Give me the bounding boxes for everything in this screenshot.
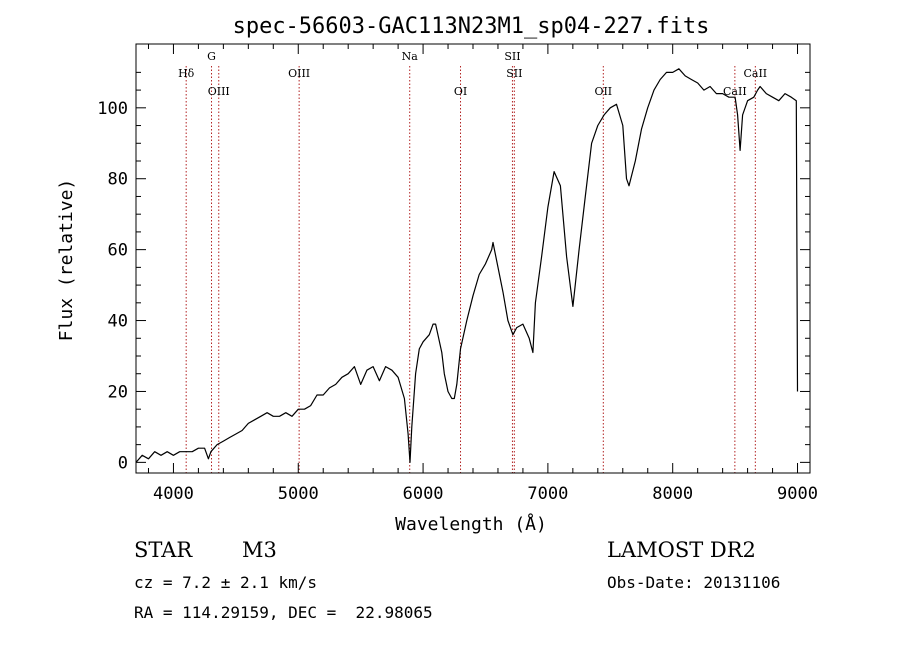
y-tick-label-100: 100 — [97, 99, 128, 119]
coordinates-readout: RA = 114.29159, DEC = 22.98065 — [134, 603, 433, 622]
x-tick-label-9000: 9000 — [777, 484, 818, 504]
x-axis-label: Wavelength (Å) — [395, 513, 547, 535]
plot-area: Hδ G OIII OIII Na OI SII SII OII CaII CaII 4000 5000… — [97, 43, 818, 504]
line-marker-label-2: OIII — [208, 85, 230, 98]
x-tick-label-7000: 7000 — [527, 484, 568, 504]
y-tick-label-60: 60 — [108, 241, 128, 261]
line-marker-label-7: SII — [506, 67, 522, 80]
x-tick-label-4000: 4000 — [153, 484, 194, 504]
line-marker-label-1: G — [207, 50, 216, 63]
object-class: STAR — [134, 538, 193, 562]
chart-title: spec-56603-GAC113N23M1_sp04-227.fits — [233, 14, 710, 39]
obs-date: Obs-Date: 20131106 — [607, 573, 781, 592]
line-marker-label-3: OIII — [288, 67, 310, 80]
y-axis-label: Flux (relative) — [56, 179, 77, 342]
plot-frame — [135, 43, 811, 474]
x-tick-label-5000: 5000 — [278, 484, 319, 504]
x-tick-label-6000: 6000 — [403, 484, 444, 504]
line-marker-label-8: OII — [594, 85, 612, 98]
line-marker-label-9: CaII — [723, 85, 747, 98]
y-tick-label-20: 20 — [108, 382, 128, 402]
x-tick-label-8000: 8000 — [652, 484, 693, 504]
object-subclass: M3 — [242, 538, 277, 562]
line-marker-label-4: Na — [402, 50, 419, 63]
redshift-readout: cz = 7.2 ± 2.1 km/s — [134, 573, 318, 592]
y-tick-label-40: 40 — [108, 312, 128, 332]
spectrum-series-0 — [136, 68, 799, 463]
y-tick-label-0: 0 — [118, 453, 128, 473]
y-tick-label-80: 80 — [108, 170, 128, 190]
line-marker-label-0: Hδ — [178, 67, 195, 80]
line-marker-label-10: CaII — [743, 67, 767, 80]
line-marker-label-5: OI — [454, 85, 467, 98]
line-marker-label-6: SII — [504, 50, 520, 63]
survey-name: LAMOST DR2 — [607, 538, 756, 562]
